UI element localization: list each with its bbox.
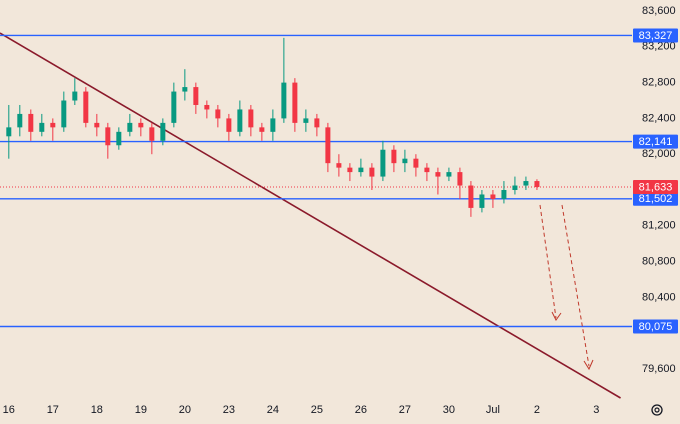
x-tick-label: 2 bbox=[534, 404, 540, 416]
level-tag-label: 83,327 bbox=[639, 30, 673, 42]
candle-body bbox=[204, 104, 210, 110]
level-tag-box bbox=[633, 134, 678, 149]
candle-body bbox=[325, 127, 331, 164]
x-tick-label: Jul bbox=[486, 404, 500, 416]
candle-body bbox=[523, 181, 529, 186]
candle-body bbox=[50, 122, 56, 128]
candle-body bbox=[501, 190, 507, 199]
candle-body bbox=[39, 122, 45, 132]
candle-body bbox=[490, 194, 496, 199]
candle-body bbox=[512, 185, 518, 191]
x-tick-label: 26 bbox=[355, 404, 367, 416]
candle-body bbox=[369, 167, 375, 177]
settings-icon[interactable] bbox=[651, 404, 663, 416]
trendline bbox=[0, 32, 621, 399]
candle-body bbox=[380, 149, 386, 177]
gear[interactable] bbox=[651, 404, 663, 416]
candle-body bbox=[28, 113, 34, 132]
y-tick-label: 82,400 bbox=[642, 112, 676, 124]
candle-body bbox=[72, 91, 78, 101]
candle-body bbox=[435, 172, 441, 177]
projection-arrows bbox=[539, 204, 594, 371]
level-tag-box bbox=[633, 319, 678, 334]
candle-body bbox=[402, 158, 408, 164]
candle-body bbox=[17, 113, 23, 128]
level-tag-label: 80,075 bbox=[639, 321, 673, 333]
candle-body bbox=[259, 127, 265, 132]
x-tick-label: 17 bbox=[47, 404, 59, 416]
y-tick-label: 83,200 bbox=[642, 41, 676, 53]
candle-body bbox=[347, 167, 353, 173]
x-tick-label: 18 bbox=[91, 404, 103, 416]
y-tick-label: 82,000 bbox=[642, 148, 676, 160]
x-tick-label: 3 bbox=[593, 404, 599, 416]
candle-body bbox=[138, 122, 144, 128]
x-tick-label: 27 bbox=[399, 404, 411, 416]
candle-body bbox=[336, 163, 342, 168]
candle-body bbox=[193, 87, 199, 105]
candle-body bbox=[171, 91, 177, 123]
candle-body bbox=[116, 131, 122, 146]
level-tag-box bbox=[633, 28, 678, 43]
candle-body bbox=[182, 87, 188, 92]
x-tick-label: 24 bbox=[267, 404, 279, 416]
candle-body bbox=[270, 118, 276, 132]
candle-body bbox=[468, 185, 474, 208]
level-tag-box bbox=[633, 191, 678, 206]
y-tick-label: 82,800 bbox=[642, 77, 676, 89]
y-tick-label: 83,600 bbox=[642, 5, 676, 17]
candle-body bbox=[226, 118, 232, 132]
candle-body bbox=[358, 167, 364, 173]
x-tick-label: 30 bbox=[443, 404, 455, 416]
candle-body bbox=[314, 118, 320, 128]
candle-body bbox=[237, 109, 243, 132]
x-tick-label: 20 bbox=[179, 404, 191, 416]
candle-body bbox=[413, 158, 419, 168]
gear-hub[interactable] bbox=[654, 407, 660, 413]
level-tag-label: 82,141 bbox=[639, 136, 673, 148]
candle-body bbox=[6, 127, 12, 137]
x-tick-label: 16 bbox=[3, 404, 15, 416]
candle-body bbox=[424, 167, 430, 173]
candle-body bbox=[534, 181, 540, 188]
projection-arrow bbox=[561, 204, 590, 367]
y-tick-label: 79,600 bbox=[642, 363, 676, 375]
candle-body bbox=[127, 122, 133, 132]
candle-body bbox=[160, 122, 166, 141]
candle-body bbox=[61, 100, 67, 128]
candle-body bbox=[94, 122, 100, 128]
candle-body bbox=[215, 109, 221, 119]
candle-body bbox=[303, 118, 309, 123]
projection-arrow bbox=[539, 204, 557, 319]
last-price-tag-label: 81,633 bbox=[639, 181, 673, 193]
x-tick-label: 25 bbox=[311, 404, 323, 416]
arrow-head bbox=[551, 311, 562, 321]
last-price-tag-box bbox=[633, 180, 678, 195]
candle-body bbox=[479, 194, 485, 208]
y-tick-label: 80,800 bbox=[642, 256, 676, 268]
candle-body bbox=[292, 82, 298, 123]
candle-body bbox=[446, 172, 452, 177]
candle-body bbox=[457, 172, 463, 186]
candle-body bbox=[83, 91, 89, 123]
x-tick-label: 19 bbox=[135, 404, 147, 416]
candle-body bbox=[391, 149, 397, 164]
arrow-head bbox=[583, 359, 594, 371]
candle-body bbox=[248, 109, 254, 128]
y-tick-label: 81,200 bbox=[642, 220, 676, 232]
candle-body bbox=[281, 82, 287, 119]
x-tick-label: 23 bbox=[223, 404, 235, 416]
candle-body bbox=[105, 127, 111, 146]
level-tag-label: 81,502 bbox=[639, 193, 673, 205]
y-tick-label: 80,400 bbox=[642, 291, 676, 303]
candle-body bbox=[149, 127, 155, 141]
